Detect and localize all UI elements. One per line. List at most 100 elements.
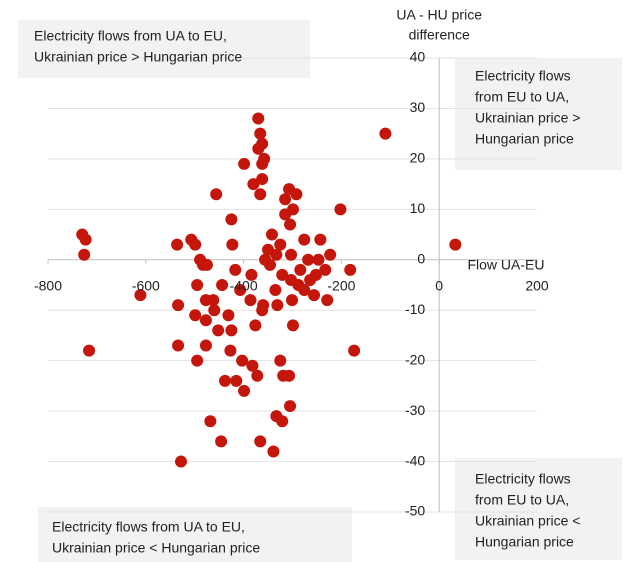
point — [254, 127, 267, 140]
point — [449, 238, 462, 251]
point — [234, 284, 247, 297]
point — [246, 359, 259, 372]
y-tick-label: 20 — [410, 150, 426, 166]
point — [78, 248, 91, 261]
point — [324, 248, 337, 261]
y-tick-label: -30 — [405, 402, 425, 418]
annotation-box — [38, 507, 352, 562]
annotation: from EU to UA, — [475, 89, 569, 105]
y-tick-label: 40 — [410, 49, 426, 65]
point — [256, 137, 269, 150]
annotation: Ukrainian price < — [475, 513, 580, 529]
point — [277, 369, 290, 382]
point — [274, 238, 287, 251]
point — [172, 339, 185, 352]
y-tick-label: -50 — [405, 503, 425, 519]
point — [189, 238, 202, 251]
point — [245, 268, 258, 281]
annotation: Electricity flows from UA to EU, — [52, 519, 245, 535]
point — [258, 152, 271, 165]
point — [348, 344, 361, 357]
point — [254, 188, 267, 201]
y-tick-label: 0 — [417, 250, 425, 266]
point — [265, 228, 278, 241]
x-tick-label: 0 — [435, 277, 443, 293]
point — [276, 268, 289, 281]
point — [334, 203, 347, 216]
annotation: Ukrainian price < Hungarian price — [52, 540, 260, 556]
point — [247, 178, 260, 191]
y-tick-label: 10 — [410, 200, 426, 216]
point — [212, 324, 225, 337]
point — [276, 415, 289, 428]
point — [79, 233, 92, 246]
point — [269, 284, 282, 297]
point — [189, 309, 202, 322]
point — [238, 157, 251, 170]
point — [286, 319, 299, 332]
x-tick-label: 200 — [525, 277, 549, 293]
point — [199, 314, 212, 327]
point — [225, 213, 238, 226]
point — [314, 233, 327, 246]
point — [298, 284, 311, 297]
annotation: from EU to UA, — [475, 492, 569, 508]
point — [208, 304, 221, 317]
point — [199, 339, 212, 352]
point — [175, 455, 188, 468]
point — [238, 384, 251, 397]
point — [284, 400, 297, 413]
point — [309, 268, 322, 281]
point — [294, 263, 307, 276]
annotation: Ukrainian price > — [475, 110, 580, 126]
annotation-box — [455, 458, 622, 560]
annotation: Ukrainian price > Hungarian price — [34, 49, 242, 65]
annotation: Electricity flows from UA to EU, — [34, 28, 227, 44]
point — [224, 344, 237, 357]
point — [344, 263, 357, 276]
point — [319, 263, 332, 276]
point — [249, 319, 262, 332]
point — [274, 354, 287, 367]
point — [252, 112, 265, 125]
point — [302, 253, 315, 266]
y-tick-label: -40 — [405, 452, 425, 468]
x-axis-title: Flow UA-EU — [467, 257, 544, 273]
point — [171, 238, 184, 251]
point — [210, 188, 223, 201]
y-tick-label: -10 — [405, 301, 425, 317]
annotation-box — [455, 58, 622, 170]
point — [83, 344, 96, 357]
x-tick-label: -400 — [230, 277, 258, 293]
point — [257, 299, 270, 312]
annotation: Hungarian price — [475, 534, 574, 550]
point — [271, 299, 284, 312]
point — [270, 248, 283, 261]
point — [219, 374, 232, 387]
point — [267, 445, 280, 458]
point — [225, 324, 238, 337]
point — [256, 173, 269, 186]
x-tick-label: -200 — [327, 277, 355, 293]
point — [286, 203, 299, 216]
point — [134, 289, 147, 302]
annotation-box — [18, 20, 310, 78]
point — [264, 258, 277, 271]
y-tick-label: -20 — [405, 351, 425, 367]
point — [215, 435, 228, 448]
point — [298, 233, 311, 246]
y-axis-title: difference — [409, 27, 470, 43]
point — [285, 248, 298, 261]
point — [251, 369, 264, 382]
point — [226, 238, 239, 251]
point — [207, 294, 220, 307]
point — [191, 354, 204, 367]
point — [236, 354, 249, 367]
point — [172, 299, 185, 312]
point — [200, 258, 213, 271]
point — [286, 294, 299, 307]
y-tick-label: 30 — [410, 99, 426, 115]
x-tick-label: -600 — [132, 277, 160, 293]
point — [191, 279, 204, 291]
point — [230, 374, 243, 387]
